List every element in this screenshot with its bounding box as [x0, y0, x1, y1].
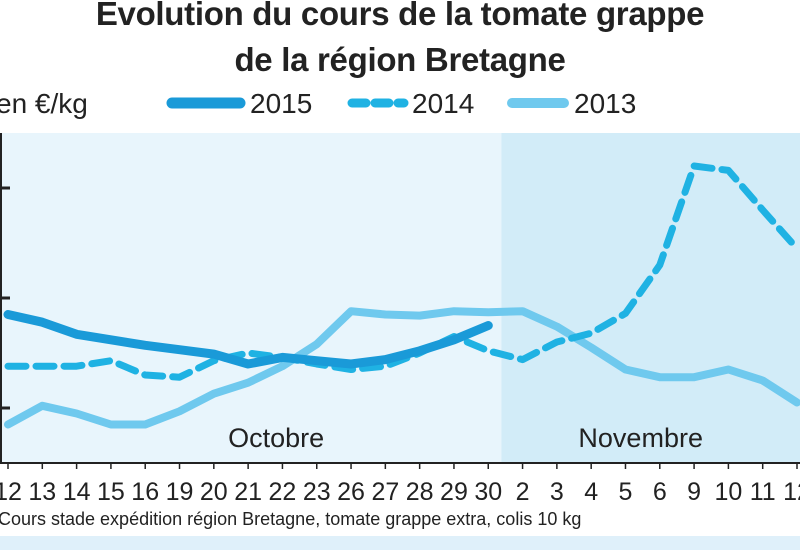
month-label-october: Octobre: [228, 423, 324, 453]
x-tick-label: 30: [474, 478, 502, 506]
bottom-band: [0, 536, 800, 550]
chart-footnote: Cours stade expédition région Bretagne, …: [0, 509, 582, 529]
x-tick-label: 11: [750, 478, 776, 506]
x-tick-label: 9: [687, 478, 701, 506]
x-tick-label: 3: [550, 478, 564, 506]
x-tick-label: 12: [783, 478, 800, 506]
x-tick-label: 21: [234, 478, 262, 506]
plot-background-october: [0, 133, 502, 463]
chart-title-line-2: de la région Bretagne: [234, 41, 566, 78]
legend-label-2015: 2015: [250, 88, 313, 119]
chart-title-line-1: Evolution du cours de la tomate grappe: [95, 0, 705, 32]
x-tick-label: 26: [337, 478, 365, 506]
legend-label-2014: 2014: [412, 88, 475, 119]
x-tick-label: 6: [653, 478, 667, 506]
x-tick-label: 27: [371, 478, 399, 506]
x-tick-label: 14: [63, 478, 91, 506]
series-line-2015: [3, 310, 493, 369]
x-tick-label: 20: [200, 478, 228, 506]
x-tick-label: 15: [97, 478, 125, 506]
x-tick-label: 13: [28, 478, 56, 506]
x-tick-label: 12: [0, 478, 22, 506]
x-tick-label: 29: [440, 478, 468, 506]
x-tick-label: 10: [714, 478, 742, 506]
x-tick-label: 22: [269, 478, 297, 506]
plot-background-november: [501, 133, 800, 463]
x-tick-label: 4: [584, 478, 598, 506]
x-tick-label: 5: [619, 478, 633, 506]
x-tick-label: 2: [516, 478, 530, 506]
series-line-2013: [4, 307, 800, 429]
month-label-november: Novembre: [578, 423, 703, 453]
x-tick-label: 16: [131, 478, 159, 506]
x-tick-label: 19: [166, 478, 194, 506]
legend-label-2013: 2013: [574, 88, 637, 119]
x-tick-label: 28: [406, 478, 434, 506]
y-axis-unit-label: en €/kg: [0, 88, 88, 119]
x-tick-label: 23: [303, 478, 331, 506]
